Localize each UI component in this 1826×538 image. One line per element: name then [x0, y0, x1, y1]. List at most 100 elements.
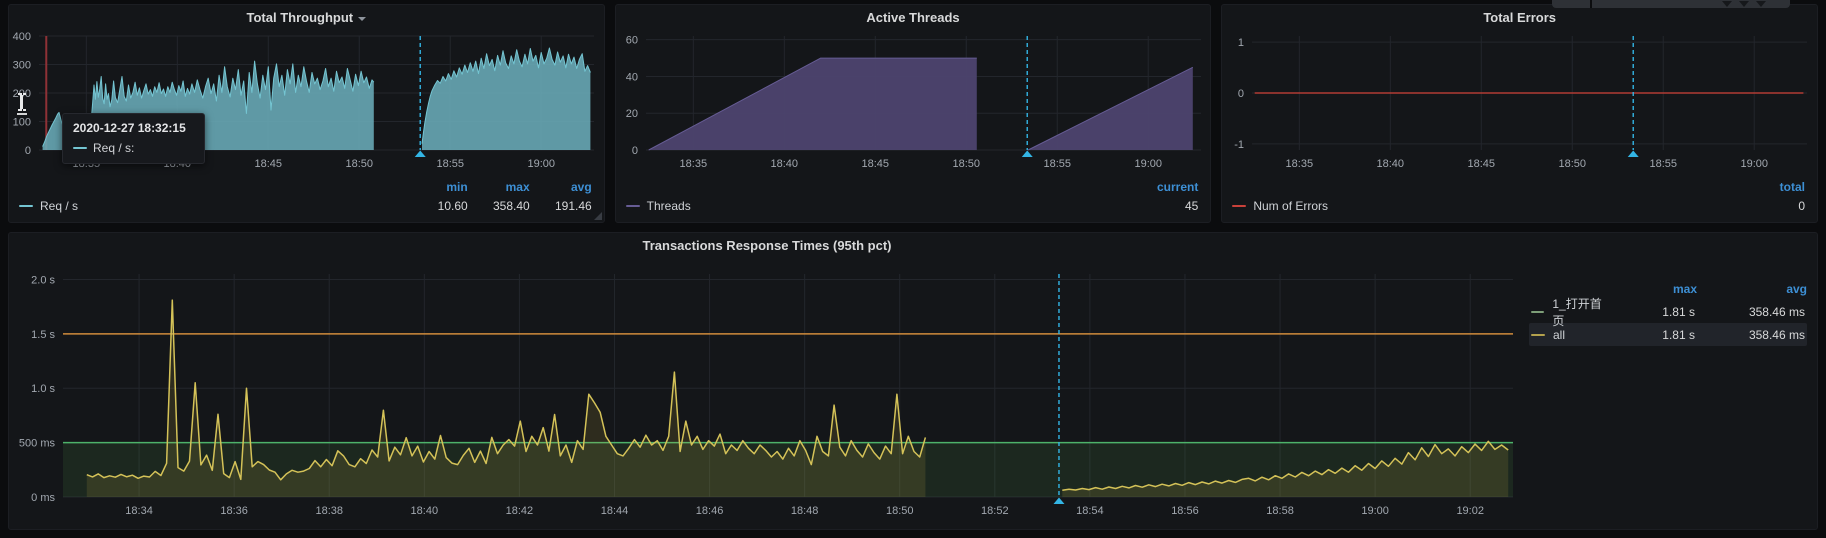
legend-header-max: max — [1672, 282, 1697, 296]
svg-text:18:46: 18:46 — [696, 505, 724, 517]
svg-text:18:48: 18:48 — [791, 505, 819, 517]
legend-series-reqs[interactable]: Req / s — [19, 199, 78, 213]
panel-title[interactable]: Active Threads — [866, 10, 960, 25]
svg-text:0 ms: 0 ms — [31, 492, 55, 504]
panel-response-times: Transactions Response Times (95th pct) 0… — [8, 232, 1818, 530]
svg-text:60: 60 — [625, 35, 637, 47]
svg-text:19:00: 19:00 — [527, 158, 555, 170]
stat-header-max: max — [505, 179, 530, 194]
svg-text:18:40: 18:40 — [411, 505, 439, 517]
panel-title[interactable]: Total Throughput — [246, 10, 354, 25]
stat-header-current: current — [1157, 179, 1199, 194]
svg-text:100: 100 — [13, 117, 31, 129]
svg-text:18:40: 18:40 — [770, 158, 798, 170]
svg-text:0: 0 — [1238, 88, 1244, 100]
panel-total-errors: Total Errors -1 0 1 18:35 18:40 18:45 18:50 18:… — [1221, 4, 1819, 223]
legend-series-label: Threads — [646, 199, 691, 213]
panel-header: Active Threads — [616, 5, 1211, 30]
series-dash-icon — [1531, 310, 1545, 313]
errors-chart[interactable]: -1 0 1 18:35 18:40 18:45 18:50 18:55 19:00 — [1222, 30, 1817, 176]
chart-tooltip: 2020-12-27 18:32:15 Req / s: — [62, 113, 205, 164]
threads-legend: current Threads 45 — [616, 176, 1211, 222]
svg-text:19:00: 19:00 — [1361, 505, 1389, 517]
svg-text:18:52: 18:52 — [981, 505, 1009, 517]
stat-header-total: total — [1779, 179, 1806, 194]
svg-text:18:50: 18:50 — [886, 505, 914, 517]
legend-series-homepage[interactable]: 1_打开首页 — [1531, 295, 1611, 329]
stat-value-avg: 191.46 — [554, 199, 592, 213]
toolbar-chevrons — [1722, 1, 1766, 7]
legend-max-value: 1.81 s — [1662, 327, 1695, 342]
response-legend-table: max avg 1_打开首页 1.81 s 358.46 ms — [1525, 258, 1817, 529]
legend-series-threads[interactable]: Threads — [625, 199, 691, 213]
svg-text:18:36: 18:36 — [220, 505, 248, 517]
svg-text:300: 300 — [13, 60, 31, 72]
time-picker-toolbar-fragment[interactable] — [1552, 0, 1790, 8]
legend-row-homepage: 1_打开首页 1.81 s 358.46 ms — [1529, 297, 1807, 328]
stat-value-max: 358.40 — [492, 199, 530, 213]
svg-text:18:45: 18:45 — [861, 158, 889, 170]
svg-text:18:40: 18:40 — [1377, 158, 1405, 170]
svg-text:-1: -1 — [1235, 139, 1245, 151]
svg-text:20: 20 — [625, 108, 637, 120]
legend-max-value: 1.81 s — [1662, 304, 1695, 319]
legend-series-label: Num of Errors — [1253, 199, 1329, 213]
svg-text:18:45: 18:45 — [1468, 158, 1496, 170]
svg-text:18:35: 18:35 — [1286, 158, 1314, 170]
legend-row-all: all 1.81 s 358.46 ms — [1529, 323, 1807, 346]
panel-title[interactable]: Transactions Response Times (95th pct) — [642, 238, 892, 253]
tooltip-series-label: Req / s: — [93, 141, 135, 155]
svg-text:2.0 s: 2.0 s — [31, 274, 55, 286]
legend-avg-value: 358.46 ms — [1748, 304, 1805, 319]
throughput-legend: min max avg Req / s 10.60 358.40 191.46 — [9, 176, 604, 222]
panel-title[interactable]: Total Errors — [1483, 10, 1557, 25]
svg-text:0: 0 — [632, 145, 638, 157]
series-dash-icon — [625, 205, 640, 207]
legend-series-label: Req / s — [40, 199, 79, 213]
svg-text:0: 0 — [25, 145, 31, 157]
svg-text:18:42: 18:42 — [506, 505, 534, 517]
svg-text:18:45: 18:45 — [255, 158, 283, 170]
top-panel-row: Total Throughput 0 100 200 300 400 18:35 18:40… — [8, 4, 1819, 223]
stat-value-min: 10.60 — [437, 199, 468, 213]
svg-text:18:34: 18:34 — [125, 505, 153, 517]
series-dash-icon — [1531, 333, 1545, 336]
panel-header: Transactions Response Times (95th pct) — [9, 233, 1525, 258]
legend-series-label: 1_打开首页 — [1552, 296, 1602, 328]
threads-chart[interactable]: 0 20 40 60 18:35 18:40 18:45 18:50 18:55 19:00 — [616, 30, 1211, 176]
legend-series-all[interactable]: all — [1531, 328, 1611, 342]
panel-resize-handle[interactable] — [593, 212, 602, 220]
legend-series-label: all — [1553, 327, 1566, 342]
svg-text:19:00: 19:00 — [1741, 158, 1769, 170]
svg-text:18:58: 18:58 — [1266, 505, 1294, 517]
svg-text:18:56: 18:56 — [1171, 505, 1199, 517]
svg-text:18:54: 18:54 — [1076, 505, 1104, 517]
chevron-down-icon[interactable] — [1756, 1, 1766, 7]
series-dash-icon — [73, 147, 87, 149]
svg-text:18:55: 18:55 — [436, 158, 464, 170]
svg-text:18:50: 18:50 — [952, 158, 980, 170]
errors-legend: total Num of Errors 0 — [1222, 176, 1817, 222]
stat-header-min: min — [446, 179, 468, 194]
svg-text:1: 1 — [1238, 37, 1244, 49]
svg-text:19:00: 19:00 — [1134, 158, 1162, 170]
svg-text:18:38: 18:38 — [315, 505, 343, 517]
legend-series-errors[interactable]: Num of Errors — [1232, 199, 1328, 213]
stat-header-avg: avg — [570, 179, 592, 194]
svg-text:1.5 s: 1.5 s — [31, 329, 55, 341]
panel-active-threads: Active Threads 0 20 40 60 18:35 18:40 18:45 18:… — [614, 4, 1212, 223]
svg-text:500 ms: 500 ms — [19, 438, 56, 450]
bottom-panel-row: Transactions Response Times (95th pct) 0… — [8, 232, 1818, 530]
chevron-down-icon[interactable] — [1722, 1, 1732, 7]
legend-avg-value: 358.46 ms — [1748, 327, 1805, 342]
chevron-down-icon[interactable] — [1739, 1, 1749, 7]
chevron-down-icon[interactable] — [358, 16, 367, 21]
response-times-chart[interactable]: 0 ms 500 ms 1.0 s 1.5 s 2.0 s 18:34 18:36 18:38… — [9, 258, 1525, 529]
text-cursor-icon — [14, 93, 30, 117]
stat-value-current: 45 — [1184, 199, 1199, 213]
svg-text:18:35: 18:35 — [679, 158, 707, 170]
legend-header-avg: avg — [1786, 282, 1807, 296]
toolbar-divider — [1590, 0, 1592, 8]
svg-text:18:50: 18:50 — [345, 158, 373, 170]
